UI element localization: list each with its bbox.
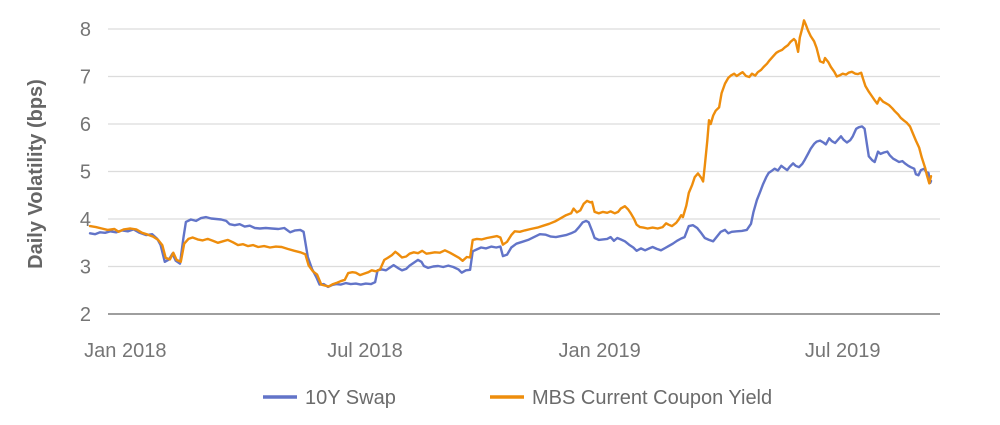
legend: 10Y Swap MBS Current Coupon Yield [263,387,772,409]
x-tick-label: Jan 2019 [558,340,640,362]
gridlines [108,28,940,315]
x-tick-labels: Jan 2018 Jul 2018 Jan 2019 Jul 2019 [84,340,880,362]
y-tick-label: 5 [80,162,91,184]
y-tick-label: 2 [80,304,91,326]
x-tick-label: Jul 2018 [327,340,403,362]
y-tick-label: 4 [80,209,91,231]
y-tick-label: 8 [80,19,91,41]
mbs-line [88,19,933,288]
y-axis-title: Daily Volatility (bps) [25,79,47,269]
x-tick-label: Jan 2018 [84,340,166,362]
y-tick-label: 6 [80,114,91,136]
swap-line [88,125,933,289]
y-tick-label: 7 [80,67,91,89]
x-tick-label: Jul 2019 [805,340,881,362]
y-tick-label: 3 [80,257,91,279]
legend-label-mbs: MBS Current Coupon Yield [532,387,772,409]
legend-label-10y-swap: 10Y Swap [305,387,396,409]
y-tick-labels: 2 3 4 5 6 7 8 [80,19,91,326]
